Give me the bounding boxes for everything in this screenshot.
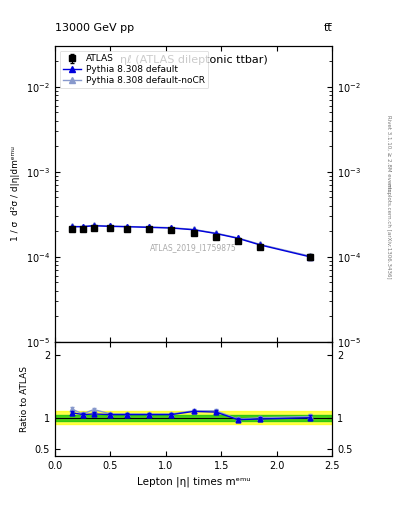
Text: Rivet 3.1.10, ≥ 2.8M events: Rivet 3.1.10, ≥ 2.8M events [386, 115, 391, 192]
Line: Pythia 8.308 default-noCR: Pythia 8.308 default-noCR [69, 223, 313, 259]
Text: ATLAS_2019_I1759875: ATLAS_2019_I1759875 [150, 243, 237, 252]
Bar [55, 412, 332, 424]
Y-axis label: Ratio to ATLAS: Ratio to ATLAS [20, 366, 29, 432]
Pythia 8.308 default-noCR [69, 223, 74, 229]
Pythia 8.308 default [81, 224, 85, 230]
Text: mcplots.cern.ch [arXiv:1306.3436]: mcplots.cern.ch [arXiv:1306.3436] [386, 183, 391, 278]
Pythia 8.308 default-noCR [191, 226, 196, 232]
Pythia 8.308 default [308, 254, 312, 260]
Pythia 8.308 default-noCR [147, 224, 152, 230]
Text: tt̅: tt̅ [323, 23, 332, 33]
Pythia 8.308 default [108, 223, 113, 229]
Pythia 8.308 default-noCR [108, 223, 113, 229]
X-axis label: Lepton |η| times mᵉᵐᵘ: Lepton |η| times mᵉᵐᵘ [137, 476, 250, 486]
Bar [55, 415, 332, 421]
Pythia 8.308 default [92, 223, 96, 229]
Pythia 8.308 default-noCR [92, 222, 96, 228]
Pythia 8.308 default [213, 230, 218, 237]
Pythia 8.308 default-noCR [213, 230, 218, 236]
Pythia 8.308 default [69, 224, 74, 230]
Text: ηℓ (ATLAS dileptonic ttbar): ηℓ (ATLAS dileptonic ttbar) [120, 55, 267, 65]
Pythia 8.308 default-noCR [258, 241, 263, 247]
Pythia 8.308 default-noCR [169, 225, 174, 231]
Pythia 8.308 default [191, 227, 196, 233]
Pythia 8.308 default-noCR [81, 223, 85, 229]
Text: 13000 GeV pp: 13000 GeV pp [55, 23, 134, 33]
Pythia 8.308 default [235, 235, 240, 241]
Pythia 8.308 default [147, 224, 152, 230]
Pythia 8.308 default [258, 242, 263, 248]
Legend: ATLAS, Pythia 8.308 default, Pythia 8.308 default-noCR: ATLAS, Pythia 8.308 default, Pythia 8.30… [59, 51, 208, 89]
Line: Pythia 8.308 default: Pythia 8.308 default [69, 223, 313, 260]
Pythia 8.308 default-noCR [235, 235, 240, 241]
Pythia 8.308 default-noCR [308, 253, 312, 259]
Pythia 8.308 default [169, 225, 174, 231]
Y-axis label: 1 / σ  d²σ / d|η|dmᵉᵐᵘ: 1 / σ d²σ / d|η|dmᵉᵐᵘ [11, 146, 20, 242]
Pythia 8.308 default-noCR [125, 223, 129, 229]
Pythia 8.308 default [125, 224, 129, 230]
